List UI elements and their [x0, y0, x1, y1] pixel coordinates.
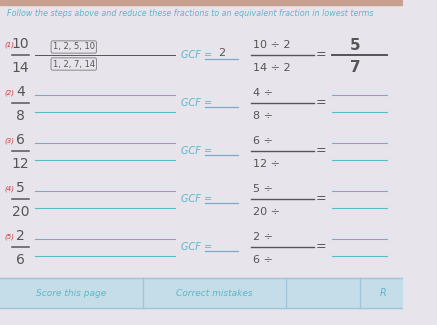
Text: 7: 7 [350, 60, 361, 75]
Text: 20 ÷: 20 ÷ [253, 207, 280, 217]
Text: (2): (2) [5, 90, 14, 97]
Text: R: R [379, 288, 386, 298]
Text: GCF =: GCF = [181, 98, 215, 108]
Text: GCF =: GCF = [181, 194, 215, 204]
Text: 12 ÷: 12 ÷ [253, 159, 280, 169]
Text: 20: 20 [11, 205, 29, 219]
Text: 4 ÷: 4 ÷ [253, 88, 273, 98]
Text: (5): (5) [5, 234, 14, 240]
Text: 5: 5 [350, 37, 361, 53]
Text: 6 ÷: 6 ÷ [253, 136, 273, 146]
Text: =: = [316, 192, 326, 205]
Text: 10: 10 [11, 37, 29, 51]
Text: 8: 8 [16, 109, 25, 123]
Text: 1, 2, 5, 10: 1, 2, 5, 10 [53, 43, 95, 51]
Text: 2: 2 [16, 229, 24, 243]
Text: =: = [316, 48, 326, 61]
Text: 2 ÷: 2 ÷ [253, 232, 273, 242]
Text: 14 ÷ 2: 14 ÷ 2 [253, 63, 290, 73]
Text: Score this page: Score this page [36, 289, 106, 297]
Bar [0, 278, 403, 308]
Text: 10 ÷ 2: 10 ÷ 2 [253, 40, 290, 50]
Text: 12: 12 [11, 157, 29, 171]
Text: =: = [316, 145, 326, 158]
Text: (3): (3) [5, 138, 14, 145]
Text: (4): (4) [5, 186, 14, 192]
Text: 1, 2, 7, 14: 1, 2, 7, 14 [53, 59, 95, 69]
Text: =: = [316, 240, 326, 254]
Text: 8 ÷: 8 ÷ [253, 111, 273, 121]
Text: 5 ÷: 5 ÷ [253, 184, 273, 194]
Text: =: = [316, 97, 326, 110]
Text: 4: 4 [16, 85, 24, 99]
Text: 6: 6 [16, 133, 25, 147]
Bar [0, 0, 403, 5]
Text: 6 ÷: 6 ÷ [253, 255, 273, 265]
Text: Follow the steps above and reduce these fractions to an equivalent fraction in l: Follow the steps above and reduce these … [7, 9, 374, 19]
Text: GCF =: GCF = [181, 50, 215, 60]
Text: 5: 5 [16, 181, 24, 195]
Text: GCF =: GCF = [181, 146, 215, 156]
Text: 14: 14 [11, 61, 29, 75]
Text: GCF =: GCF = [181, 242, 215, 252]
Text: 6: 6 [16, 253, 25, 267]
Text: 2: 2 [218, 48, 225, 58]
Text: (1): (1) [5, 42, 14, 48]
Text: Correct mistakes: Correct mistakes [176, 289, 252, 297]
